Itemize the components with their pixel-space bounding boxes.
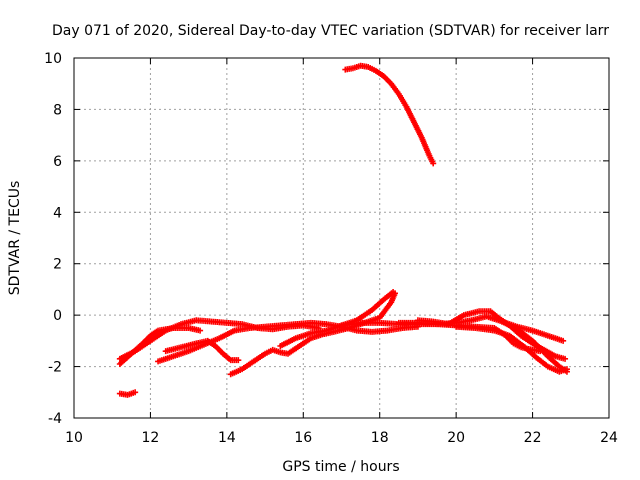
x-tick-label: 24 [600, 430, 618, 446]
series-arc-l [499, 318, 570, 375]
data-point [235, 357, 242, 364]
series-arc-g [277, 289, 397, 349]
y-tick-label: 10 [44, 51, 62, 67]
data-series [116, 62, 570, 398]
x-tick-label: 18 [371, 430, 389, 446]
chart-title: Day 071 of 2020, Sidereal Day-to-day VTE… [52, 23, 609, 39]
x-tick-label: 10 [65, 430, 83, 446]
y-tick-label: 2 [53, 257, 62, 273]
y-axis-title: SDTVAR / TECUs [7, 181, 23, 296]
data-point [197, 327, 204, 334]
data-point [562, 355, 569, 362]
x-tick-label: 12 [142, 430, 160, 446]
x-tick-label: 16 [294, 430, 312, 446]
y-tick-label: -2 [48, 360, 62, 376]
series-arc-f [227, 290, 398, 378]
series-arc-high [342, 62, 437, 167]
data-point [563, 368, 570, 375]
grid-lines [74, 58, 609, 418]
x-tick-label: 14 [218, 430, 236, 446]
series-arc-k [453, 323, 570, 375]
data-point [132, 389, 139, 396]
plot-frame [73, 57, 610, 419]
data-point [430, 160, 437, 167]
series-arc-c [116, 389, 139, 398]
data-point [390, 289, 397, 295]
y-tick-label: 4 [53, 205, 62, 221]
data-point [560, 337, 567, 344]
y-tick-label: 0 [53, 308, 62, 324]
y-tick-label: 6 [53, 154, 62, 170]
series-arc-e [162, 337, 242, 364]
x-tick-label: 22 [524, 430, 542, 446]
y-tick-label: -4 [48, 411, 62, 427]
x-tick-label: 20 [447, 430, 465, 446]
x-axis-title: GPS time / hours [282, 459, 399, 475]
y-tick-label: 8 [53, 102, 62, 118]
